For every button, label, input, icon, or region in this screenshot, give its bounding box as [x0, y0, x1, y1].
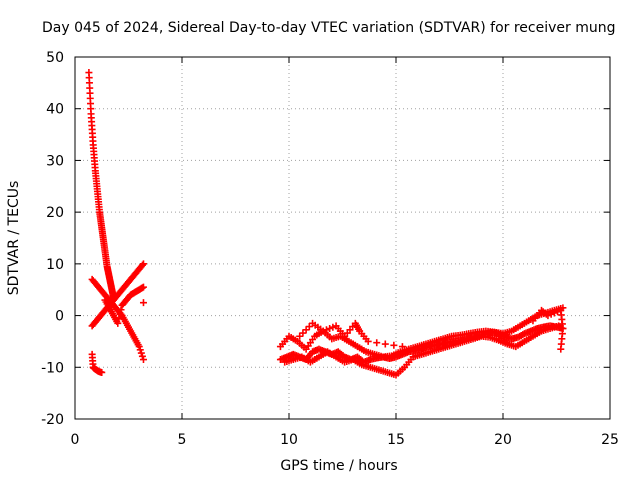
y-tick-label: 50 [46, 50, 64, 66]
data-point [554, 308, 562, 316]
series-steep-decay [85, 69, 118, 301]
chart-title: Day 045 of 2024, Sidereal Day-to-day VTE… [42, 20, 616, 36]
data-point [117, 306, 125, 314]
x-tick-label: 25 [601, 432, 619, 448]
data-point [326, 325, 334, 332]
data-point [373, 339, 381, 347]
y-tick-label: 0 [55, 309, 64, 325]
data-point [98, 368, 106, 376]
y-tick-label: 30 [46, 153, 64, 169]
y-tick-label: 40 [46, 102, 64, 118]
data-point [138, 352, 146, 360]
x-tick-label: 0 [71, 432, 80, 448]
x-tick-label: 5 [178, 432, 187, 448]
x-axis-label: GPS time / hours [280, 458, 397, 474]
data-point [302, 326, 310, 334]
data-point [557, 345, 565, 353]
data-point [139, 356, 147, 364]
y-axis-label: SDTVAR / TECUs [6, 181, 22, 296]
data-point [139, 283, 147, 291]
data-point [390, 341, 398, 349]
data-point [547, 310, 555, 318]
plot-frame [74, 56, 611, 420]
x-tick-label: 10 [280, 432, 298, 448]
series-low-cluster [88, 299, 147, 376]
data-point [135, 343, 143, 351]
data-point [115, 315, 123, 323]
data-point [138, 261, 146, 269]
data-point [114, 319, 122, 327]
data-point [329, 323, 337, 331]
data-point [299, 329, 307, 337]
y-tick-label: 20 [46, 205, 64, 221]
data-point [505, 340, 513, 348]
data-point [364, 337, 372, 345]
data-point [136, 346, 144, 354]
y-tick-label: -20 [41, 412, 64, 428]
data-point [544, 312, 552, 320]
data-point [116, 310, 124, 318]
series-evening-upper [276, 304, 567, 361]
x-tick-label: 15 [387, 432, 405, 448]
data-point [139, 260, 147, 268]
y-tick-label: 10 [46, 257, 64, 273]
data-points [85, 69, 567, 379]
data-point [296, 332, 304, 340]
series-cross-mid [101, 283, 147, 327]
data-point [305, 323, 313, 331]
data-point [137, 349, 145, 357]
x-tick-label: 20 [494, 432, 512, 448]
data-point [555, 322, 563, 330]
data-point [381, 340, 389, 348]
data-point [550, 309, 558, 317]
data-point [398, 343, 406, 351]
data-point [319, 327, 327, 335]
grid-lines [75, 57, 610, 419]
axis-ticks: 0 5 10 15 20 25 -20 -10 0 10 20 30 40 50 [41, 50, 619, 448]
data-point [139, 299, 147, 307]
series-evening-spikes [296, 306, 567, 353]
y-tick-label: -10 [41, 360, 64, 376]
data-point [322, 326, 330, 334]
